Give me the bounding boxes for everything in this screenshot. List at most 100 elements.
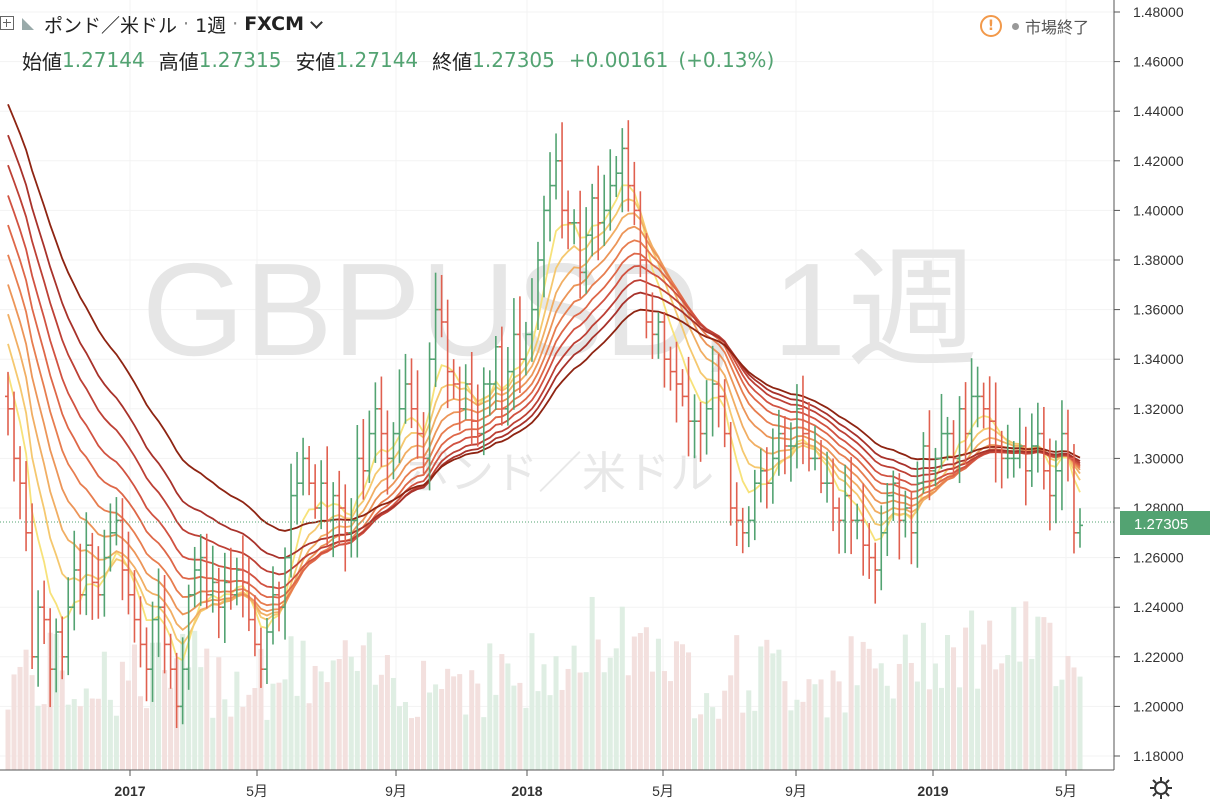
volume-bar — [746, 690, 752, 770]
volume-bar — [342, 640, 348, 770]
volume-bar — [541, 664, 547, 770]
volume-bar — [951, 647, 957, 770]
volume-bar — [378, 674, 384, 770]
volume-bar — [824, 717, 830, 770]
price-tick-label: 1.32000 — [1133, 401, 1184, 417]
open-label: 始値 — [22, 49, 62, 74]
volume-bar — [282, 679, 288, 770]
volume-bar — [601, 672, 607, 770]
open-value: 1.27144 — [62, 48, 145, 72]
price-tick-label: 1.30000 — [1133, 450, 1184, 466]
volume-bar — [168, 687, 174, 770]
volume-bar — [469, 670, 475, 770]
close-value: 1.27305 — [472, 48, 555, 72]
market-status[interactable]: ! 市場終了 — [980, 14, 1089, 38]
volume-bar — [716, 718, 722, 770]
volume-bar — [318, 671, 324, 770]
time-tick-label: 2017 — [114, 783, 145, 799]
ma-line — [7, 224, 1081, 599]
volume-bar — [794, 699, 800, 770]
volume-bar — [932, 663, 938, 770]
price-tick-label: 1.26000 — [1133, 550, 1184, 566]
expand-icon[interactable] — [0, 16, 14, 30]
volume-bar — [969, 610, 975, 770]
volume-bar — [5, 709, 11, 770]
ma-line — [7, 195, 1081, 590]
volume-bar — [866, 648, 872, 770]
volume-bar — [728, 675, 734, 770]
volume-bar — [107, 699, 113, 770]
volume-bar — [487, 643, 493, 770]
time-tick-label: 2019 — [917, 783, 948, 799]
time-tick-label: 5月 — [1055, 783, 1077, 799]
gear-icon[interactable] — [1148, 775, 1174, 801]
volume-bar — [300, 640, 306, 770]
volume-bar — [649, 671, 655, 770]
change-percent: (+0.13%) — [678, 48, 775, 72]
status-dot-icon — [1012, 22, 1019, 30]
volume-bar — [655, 638, 661, 770]
volume-bar — [137, 696, 144, 770]
volume-bar — [643, 627, 649, 770]
volume-bar — [637, 633, 643, 770]
volume-bar — [264, 719, 270, 770]
volume-bar — [493, 694, 499, 770]
volume-bar — [878, 663, 884, 770]
ohlc-values: 始値 1.27144 高値 1.27315 安値 1.27144 終値 1.27… — [22, 46, 784, 74]
volume-bar — [270, 683, 276, 770]
volume-bar — [222, 699, 228, 770]
change-value: +0.00161 — [568, 48, 669, 72]
volume-bar — [547, 695, 553, 770]
volume-bar — [23, 649, 29, 770]
volume-bar — [619, 606, 625, 770]
volume-bar — [770, 653, 776, 770]
price-tick-label: 1.46000 — [1133, 54, 1184, 70]
volume-bar — [204, 648, 210, 770]
volume-bar — [529, 633, 535, 770]
volume-bar — [722, 690, 728, 770]
price-tick-label: 1.38000 — [1133, 252, 1184, 268]
volume-bar — [59, 670, 65, 770]
ma-line — [7, 134, 1081, 559]
volume-bar — [884, 685, 890, 770]
symbol-row[interactable]: ポンド／米ドル · 1週 · FXCM — [22, 10, 323, 38]
volume-bar — [583, 672, 589, 770]
last-price-value: 1.27305 — [1134, 516, 1188, 533]
price-tick-label: 1.34000 — [1133, 351, 1184, 367]
volume-bar — [981, 644, 987, 770]
volume-bar — [607, 657, 613, 770]
volume-bar — [577, 672, 583, 770]
chevron-down-icon[interactable] — [310, 15, 323, 29]
volume-bar — [535, 691, 541, 770]
volume-bar — [673, 641, 680, 770]
market-status-text: 市場終了 — [1025, 18, 1090, 37]
exclamation-icon[interactable]: ! — [980, 15, 1002, 37]
volume-bar — [415, 716, 421, 770]
volume-bar — [17, 666, 23, 770]
volume-bar — [156, 642, 162, 770]
volume-bar — [499, 654, 505, 770]
close-label: 終値 — [432, 49, 473, 74]
volume-bar — [920, 622, 926, 770]
volume-bar — [740, 712, 746, 770]
volume-bar — [234, 671, 240, 770]
volume-bar — [710, 707, 716, 770]
volume-bar — [228, 716, 234, 770]
volume-bar — [396, 706, 402, 770]
volume-bar — [1035, 616, 1041, 770]
volume-bar — [144, 708, 150, 770]
volume-bar — [41, 704, 47, 770]
volume-bar — [258, 648, 264, 770]
volume-bar — [354, 670, 360, 770]
volume-bar — [686, 652, 692, 770]
volume-bar — [210, 717, 216, 770]
ma-line — [7, 164, 1081, 576]
volume-bar — [125, 680, 131, 770]
volume-bar — [408, 718, 415, 770]
volume-bar — [252, 687, 258, 770]
volume-bar — [908, 662, 914, 770]
volume-bar — [89, 698, 95, 770]
volume-bar — [439, 689, 445, 770]
volume-bar — [162, 670, 168, 770]
